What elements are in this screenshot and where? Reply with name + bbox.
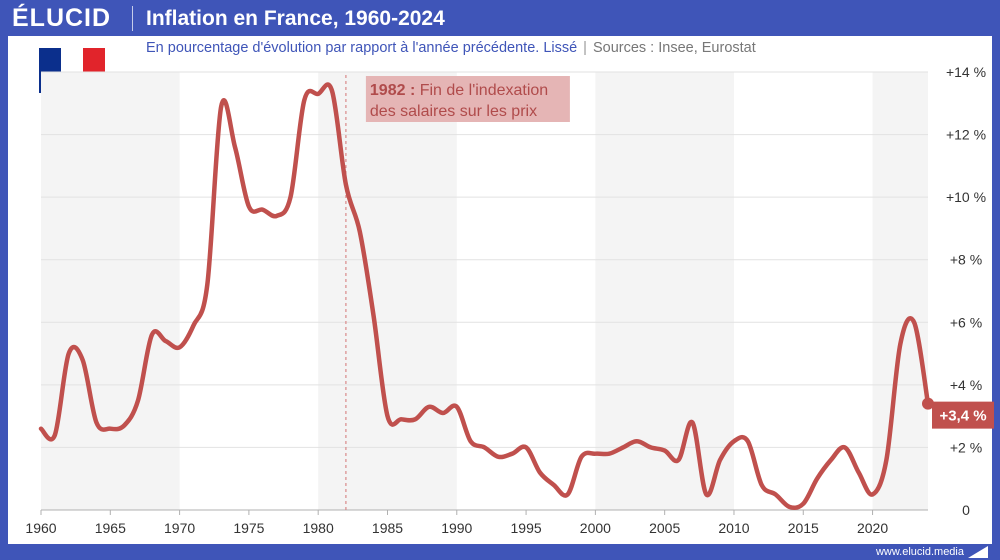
x-tick-label-1: 1965: [95, 520, 126, 536]
x-tick-label-4: 1980: [303, 520, 334, 536]
y-tick-label-3: +6 %: [950, 314, 982, 330]
x-tick-label-2: 1970: [164, 520, 195, 536]
annotation-text-line1: 1982 : Fin de l'indexation: [370, 82, 548, 99]
end-value-label: +3,4 %: [939, 408, 986, 425]
x-tick-label-9: 2005: [649, 520, 680, 536]
annotation-year: 1982 :: [370, 82, 415, 99]
footer-url[interactable]: www.elucid.media: [875, 546, 964, 558]
x-tick-label-7: 1995: [511, 520, 542, 536]
sources-text: Sources : Insee, Eurostat: [592, 40, 756, 56]
y-tick-label-4: +8 %: [950, 252, 982, 268]
subtitle-separator: |: [583, 40, 587, 56]
annotation-box: [365, 76, 570, 122]
inflation-line-chart: 1960 1965 1970 1975 1980 1985 1990 1995 2000 2005…: [25, 64, 994, 536]
end-label-box: [932, 401, 994, 429]
brand-logo: ÉLUCID: [12, 4, 112, 32]
y-tick-label-2: +4 %: [950, 377, 982, 393]
x-tick-label-11: 2015: [788, 520, 819, 536]
x-tick-label-10: 2010: [718, 520, 749, 536]
decade-band-0: [41, 72, 180, 510]
header-divider: [132, 6, 133, 31]
y-tick-label-5: +10 %: [946, 189, 986, 205]
chart-subtitle: En pourcentage d'évolution par rapport à…: [146, 39, 756, 57]
x-tick-label-12: 2020: [857, 520, 888, 536]
elucid-mark-icon: [968, 546, 988, 558]
y-tick-label-0: 0: [962, 502, 970, 518]
annotation-text-rest: Fin de l'indexation: [415, 82, 548, 99]
x-tick-label-3: 1975: [233, 520, 264, 536]
x-tick-label-6: 1990: [441, 520, 472, 536]
x-tick-label-5: 1985: [372, 520, 403, 536]
x-tick-label-0: 1960: [25, 520, 56, 536]
annotation-text-line2: des salaires sur les prix: [370, 103, 537, 120]
end-point-marker: [922, 397, 934, 410]
y-tick-label-6: +12 %: [946, 127, 986, 143]
y-tick-label-7: +14 %: [946, 64, 986, 80]
decade-band-3: [872, 72, 928, 510]
footer-bar: www.elucid.media: [0, 544, 1000, 560]
chart-title: Inflation en France, 1960-2024: [146, 7, 445, 30]
subtitle-text: En pourcentage d'évolution par rapport à…: [146, 40, 578, 56]
header-bar: ÉLUCID Inflation en France, 1960-2024: [0, 0, 1000, 36]
decade-band-2: [595, 72, 734, 510]
inflation-series-line: [38, 82, 931, 511]
y-tick-label-1: +2 %: [950, 439, 982, 455]
x-tick-label-8: 2000: [580, 520, 611, 536]
